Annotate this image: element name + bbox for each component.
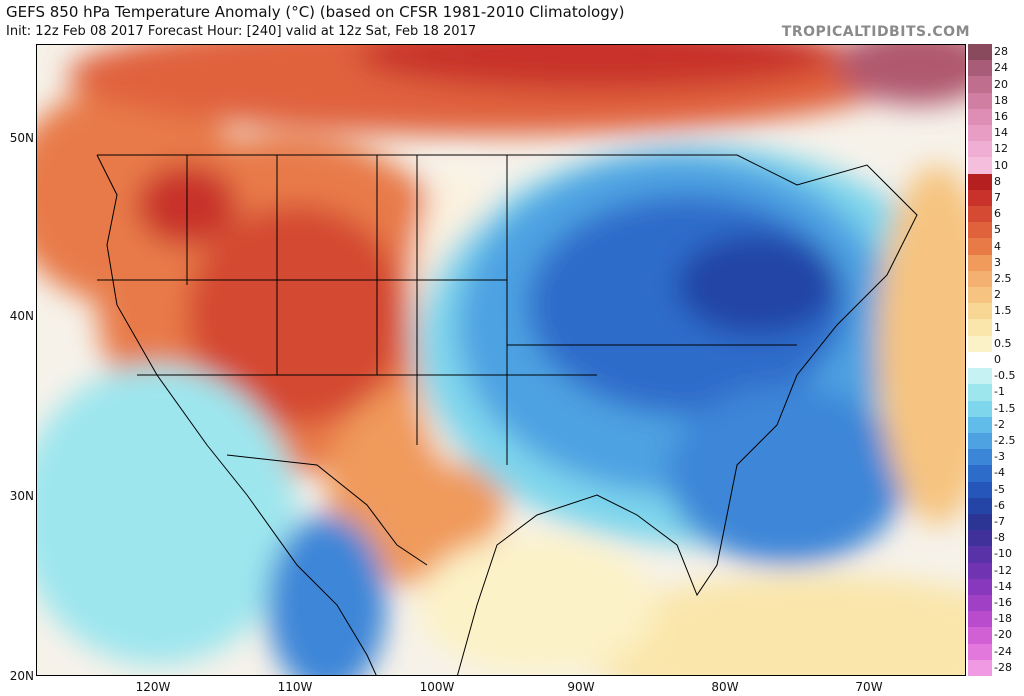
colorbar-level-label: 6 — [994, 207, 1001, 221]
colorbar-level-label: -2 — [994, 417, 1005, 431]
colorbar-swatch — [968, 173, 992, 191]
colorbar-level-label: -4 — [994, 466, 1005, 480]
colorbar-swatch — [968, 287, 992, 304]
colorbar-swatch — [968, 627, 992, 645]
colorbar-swatch — [968, 141, 992, 158]
colorbar-level-label: 3 — [994, 255, 1001, 269]
colorbar-level-label: 5 — [994, 223, 1001, 237]
colorbar-level-label: -1 — [994, 385, 1005, 399]
colorbar-level-label: 2.5 — [994, 271, 1012, 285]
colorbar-swatch — [968, 60, 992, 77]
colorbar-swatch — [968, 206, 992, 223]
colorbar-swatch — [968, 238, 992, 256]
colorbar-swatch — [968, 44, 992, 61]
lon-label-100w: 100W — [419, 680, 455, 694]
colorbar-level-label: 28 — [994, 45, 1008, 59]
colorbar-level-label: 1 — [994, 320, 1001, 334]
colorbar-level-label: -3 — [994, 450, 1005, 464]
colorbar-swatch — [968, 530, 992, 547]
colorbar-swatch — [968, 319, 992, 337]
lat-label-30n: 30N — [9, 489, 34, 503]
colorbar-swatch — [968, 562, 992, 580]
colorbar-swatch — [968, 157, 992, 175]
colorbar-level-label: -2.5 — [994, 434, 1016, 448]
lat-label-20n: 20N — [9, 669, 34, 683]
colorbar-swatch — [968, 659, 992, 677]
colorbar-swatch — [968, 481, 992, 499]
colorbar-swatch — [968, 594, 992, 612]
colorbar-level-label: -7 — [994, 515, 1005, 529]
colorbar-swatch — [968, 108, 992, 126]
colorbar-level-label: 0 — [994, 353, 1001, 366]
colorbar-level-label: -18 — [994, 612, 1012, 626]
colorbar-level-label: -5 — [994, 482, 1005, 496]
colorbar-swatch — [968, 368, 992, 385]
brand-watermark: TROPICALTIDBITS.COM — [781, 24, 970, 40]
colorbar-swatch — [968, 465, 992, 483]
map-title: GEFS 850 hPa Temperature Anomaly (°C) (b… — [6, 3, 625, 21]
colorbar-level-label: 4 — [994, 239, 1001, 253]
map-subtitle: Init: 12z Feb 08 2017 Forecast Hour: [24… — [6, 24, 477, 39]
colorbar-level-label: 8 — [994, 174, 1001, 188]
colorbar-swatch — [968, 384, 992, 401]
colorbar-swatch — [968, 92, 992, 110]
lon-label-80w: 80W — [711, 680, 739, 694]
lon-label-70w: 70W — [855, 680, 883, 694]
colorbar-level-label: 2 — [994, 288, 1001, 302]
colorbar-level-label: 0.5 — [994, 336, 1012, 350]
colorbar-level-label: 1.5 — [994, 304, 1012, 318]
colorbar-swatch — [968, 189, 992, 207]
colorbar-swatch — [968, 270, 992, 288]
lon-label-120w: 120W — [135, 680, 171, 694]
colorbar-swatch — [968, 449, 992, 466]
colorbar-level-label: 7 — [994, 190, 1001, 204]
colorbar-level-label: 18 — [994, 93, 1008, 107]
colorbar-level-label: -20 — [994, 628, 1012, 642]
colorbar-swatch — [968, 351, 992, 369]
colorbar-level-label: -10 — [994, 547, 1012, 561]
colorbar-swatch — [968, 335, 992, 353]
colorbar-level-label: -24 — [994, 644, 1012, 658]
colorbar-swatch — [968, 578, 992, 596]
colorbar-swatch — [968, 416, 992, 434]
colorbar-swatch — [968, 513, 992, 531]
colorbar-level-label: 16 — [994, 109, 1008, 123]
anomaly-field — [37, 45, 965, 675]
colorbar-level-label: 20 — [994, 77, 1008, 91]
colorbar-level-label: 12 — [994, 142, 1008, 156]
colorbar-level-label: -8 — [994, 531, 1005, 545]
colorbar-swatch — [968, 76, 992, 94]
lon-label-90w: 90W — [567, 680, 595, 694]
anomaly-map — [36, 44, 966, 676]
colorbar-level-label: -12 — [994, 563, 1012, 577]
borders — [96, 154, 918, 675]
colorbar-level-label: -28 — [994, 660, 1012, 674]
lat-label-40n: 40N — [9, 309, 34, 323]
colorbar-swatch — [968, 611, 992, 628]
colorbar-level-label: 24 — [994, 61, 1008, 75]
colorbar-swatch — [968, 303, 992, 320]
colorbar-level-label: -6 — [994, 498, 1005, 512]
colorbar-level-label: 10 — [994, 158, 1008, 172]
colorbar-level-label: -1.5 — [994, 401, 1016, 415]
colorbar-swatch — [968, 400, 992, 418]
colorbar-level-label: -0.5 — [994, 369, 1016, 383]
colorbar-swatch — [968, 432, 992, 450]
colorbar-swatch — [968, 222, 992, 239]
colorbar-swatch — [968, 497, 992, 515]
colorbar — [968, 44, 992, 677]
colorbar-level-label: -16 — [994, 596, 1012, 610]
colorbar-swatch — [968, 254, 992, 272]
colorbar-swatch — [968, 125, 992, 142]
lon-label-110w: 110W — [277, 680, 313, 694]
colorbar-swatch — [968, 643, 992, 661]
colorbar-level-label: 14 — [994, 126, 1008, 140]
lat-label-50n: 50N — [9, 131, 34, 145]
colorbar-level-label: -14 — [994, 579, 1012, 593]
colorbar-swatch — [968, 546, 992, 564]
